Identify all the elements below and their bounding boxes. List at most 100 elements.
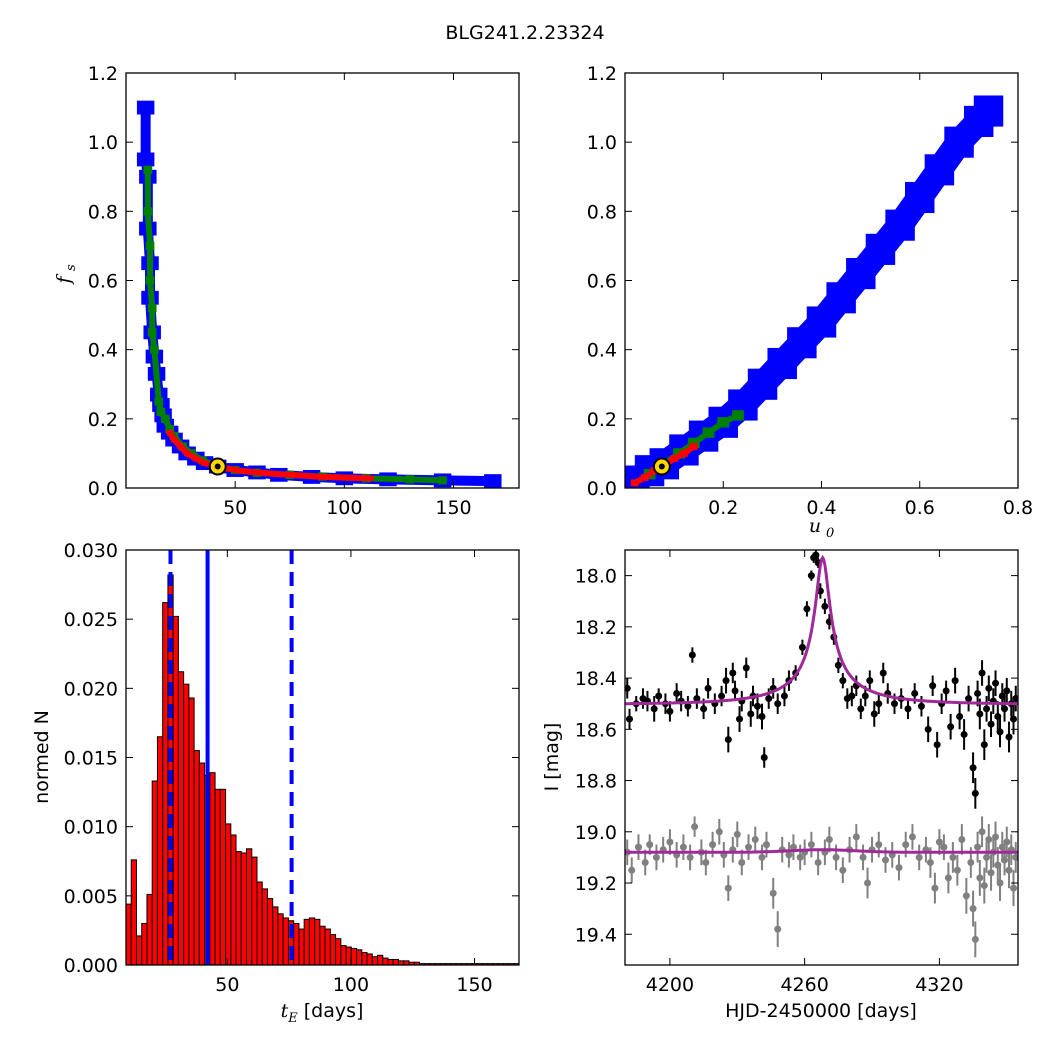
data-point [1010,715,1018,723]
data-point [974,689,982,697]
data-point [693,695,701,703]
region-band-3sigma [949,112,989,152]
data-point [962,892,970,900]
data-point [780,692,788,700]
data-point [917,702,925,710]
x-tick-label: 4200 [646,974,694,996]
region-band-1sigma [322,473,345,481]
histogram-bar [329,934,337,965]
y-tick-label: 0.010 [64,817,118,839]
histogram-bar [261,888,268,965]
histogram-bar [324,928,331,965]
x-tick-label: 0.8 [1003,497,1033,519]
y-tick-label: 0.030 [64,540,118,562]
data-point [733,830,741,838]
data-point [974,843,982,851]
data-point [807,572,815,580]
model-curve-1 [625,554,1018,706]
region-band-2sigma [151,349,162,402]
data-point [1005,866,1013,874]
y-tick-label: 0.6 [587,271,617,293]
best-fit-marker-center [214,463,221,470]
data-point [929,682,937,690]
histogram-bar [366,953,373,965]
histogram-bar [392,958,399,965]
region-band-3sigma [889,189,931,233]
data-point [785,851,793,859]
x-tick-label: 4320 [915,974,963,996]
x-axis-label: tE [days] [281,1000,364,1026]
histogram-bars [126,550,519,965]
data-point [724,884,732,892]
histogram-bar [298,928,305,965]
region-band-3sigma [870,216,911,258]
data-point [980,741,988,749]
data-point [839,677,847,685]
data-point [774,925,782,933]
region-band-3sigma [792,313,831,352]
data-point [704,684,712,692]
y-tick-label: 0.025 [64,609,118,631]
x-tick-label: 0.6 [905,497,935,519]
region-band-1sigma [194,455,206,466]
data-point [832,853,840,861]
data-point [944,874,952,882]
histogram-bar [230,834,237,965]
data-point [969,764,977,772]
data-point [942,687,950,695]
histogram-bar [240,852,248,965]
y-tick-label: 18.2 [575,617,617,639]
data-point [758,853,766,861]
region-band-1sigma [256,469,280,478]
data-point [1003,687,1011,695]
data-point [745,843,753,851]
histogram-bar [151,780,158,965]
data-point [947,723,955,731]
histogram-bar [293,923,300,965]
data-point [715,828,723,836]
region-cell-1sigma [166,429,173,436]
data-point [996,728,1004,736]
y-tick-label: 0.4 [88,340,118,362]
data-point [978,828,986,836]
data-point [848,692,856,700]
y-tick-label: 0.2 [88,409,118,431]
histogram-ticks: 50 100 150 0.000 0.005 0.010 0.015 0.020 0.025 0.… [64,540,519,996]
histogram-bar [172,615,179,965]
histogram-bar [214,788,221,965]
fs_vs_tE-regions [136,100,502,488]
data-point [718,692,726,700]
region-band-1sigma [642,468,657,481]
data-point [724,736,732,744]
data-point [882,856,890,864]
y-axis-label-sub: s [64,264,79,271]
data-point [1010,884,1018,892]
x-tick-label: 100 [333,974,369,996]
data-point [976,710,984,718]
histogram-bar [371,956,379,965]
data-point [758,713,766,721]
data-point [650,705,658,713]
histogram-ylabel: normed N [31,710,53,804]
y-tick-label: 0.6 [88,271,118,293]
data-point [956,713,964,721]
data-point [679,843,687,851]
histogram-bar [377,954,384,965]
y-tick-label: 0.8 [587,201,617,223]
data-point [625,684,631,692]
histogram-bar [219,788,227,965]
histogram-bar [251,856,258,965]
x-tick-label: 0.4 [806,497,836,519]
x-tick-label: 150 [456,974,492,996]
best-fit-marker-center [658,463,665,470]
data-point [911,689,919,697]
region-band-1sigma [672,450,686,462]
region-band-2sigma [155,400,164,413]
data-point [866,677,874,685]
data-point [915,853,923,861]
x-tick-label: 100 [326,497,362,519]
data-point [789,843,797,851]
data-point [666,838,674,846]
histogram-bar [209,772,216,965]
data-point [814,859,822,867]
